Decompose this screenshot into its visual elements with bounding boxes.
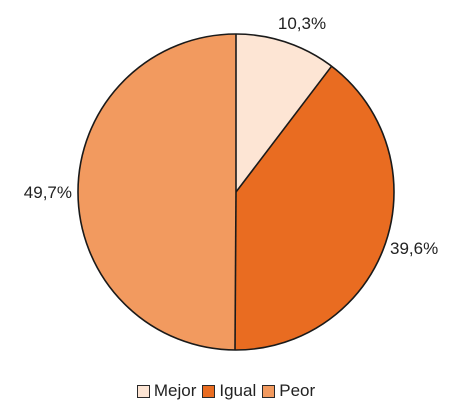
slice-divider-3 [234, 191, 237, 351]
pie-slice-igual [235, 66, 394, 351]
slice-label-mejor: 10,3% [278, 14, 326, 33]
slice-divider-2 [235, 65, 333, 193]
chart-legend: Mejor Igual Peor [0, 381, 452, 401]
pie-outline [77, 33, 395, 351]
legend-swatch-peor [262, 384, 276, 398]
pie-slice-mejor [236, 34, 332, 192]
legend-label-peor: Peor [279, 381, 316, 400]
legend-item-peor: Peor [262, 381, 315, 401]
pie-slice-peor [77, 33, 237, 350]
slice-label-igual: 39,6% [390, 239, 438, 258]
legend-swatch-igual [202, 384, 216, 398]
legend-item-igual: Igual [202, 381, 256, 401]
legend-item-mejor: Mejor [136, 381, 197, 401]
legend-swatch-mejor [136, 384, 150, 398]
pie-chart-svg: 10,3% 39,6% 49,7% [24, 14, 438, 351]
slice-label-peor: 49,7% [24, 183, 72, 202]
legend-label-mejor: Mejor [153, 381, 197, 400]
legend-label-igual: Igual [219, 381, 257, 400]
